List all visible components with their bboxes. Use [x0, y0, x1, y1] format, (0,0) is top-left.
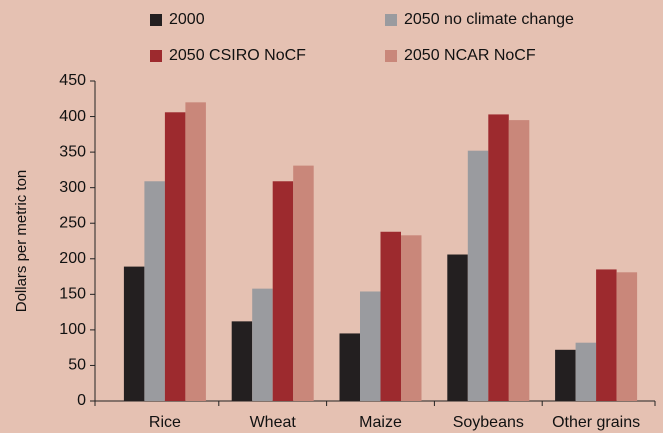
y-tick-label: 100 — [59, 321, 86, 338]
y-tick-label: 50 — [68, 357, 86, 374]
legend-label: 2050 CSIRO NoCF — [169, 47, 306, 64]
bar — [272, 181, 294, 401]
legend-swatch — [385, 50, 397, 62]
legend-swatch — [385, 14, 397, 26]
x-tick-label: Rice — [149, 414, 181, 431]
bar — [252, 288, 273, 401]
bar — [575, 342, 597, 401]
bar — [185, 102, 206, 401]
y-axis-label: Dollars per metric ton — [13, 170, 30, 313]
y-tick-label: 400 — [59, 108, 86, 125]
bar — [123, 266, 145, 401]
bar — [293, 165, 314, 401]
y-tick-label: 250 — [59, 214, 86, 231]
bar — [447, 254, 468, 401]
y-tick-label: 450 — [59, 72, 86, 89]
x-tick-label: Wheat — [250, 414, 297, 431]
legend-label: 2050 NCAR NoCF — [404, 47, 536, 64]
legend-swatch — [150, 50, 162, 62]
bar — [508, 120, 530, 401]
bar — [401, 235, 422, 401]
x-tick-label: Other grains — [552, 414, 640, 431]
y-tick-label: 150 — [59, 286, 86, 303]
bar — [339, 333, 360, 401]
bar — [360, 291, 381, 401]
bar — [144, 181, 165, 401]
y-tick-label: 350 — [59, 143, 86, 160]
bar — [555, 349, 576, 401]
legend-swatch — [150, 14, 162, 26]
legend-label: 2000 — [169, 11, 205, 28]
legend-label: 2050 no climate change — [404, 11, 574, 28]
bar — [380, 231, 401, 401]
y-tick-label: 300 — [59, 179, 86, 196]
bar — [616, 272, 638, 401]
x-tick-label: Soybeans — [453, 414, 524, 431]
y-tick-label: 0 — [77, 392, 86, 409]
bar — [231, 321, 253, 401]
bar — [467, 150, 489, 401]
x-tick-label: Maize — [359, 414, 402, 431]
bar — [488, 114, 509, 401]
bar — [164, 112, 186, 402]
bar — [596, 269, 617, 401]
y-tick-label: 200 — [59, 250, 86, 267]
